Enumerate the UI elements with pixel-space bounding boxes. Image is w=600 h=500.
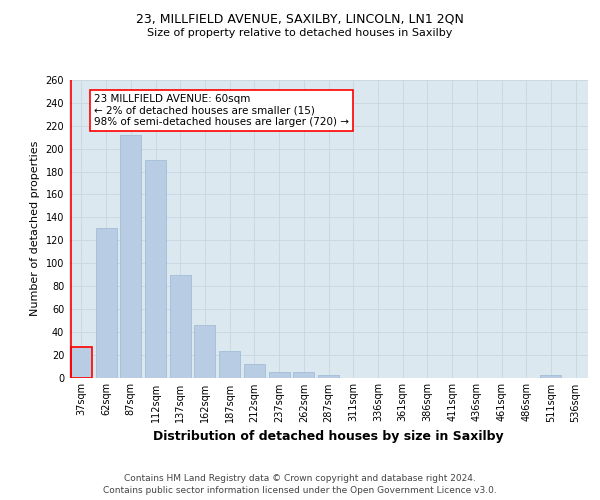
X-axis label: Distribution of detached houses by size in Saxilby: Distribution of detached houses by size … [153, 430, 504, 443]
Y-axis label: Number of detached properties: Number of detached properties [30, 141, 40, 316]
Text: Contains HM Land Registry data © Crown copyright and database right 2024.
Contai: Contains HM Land Registry data © Crown c… [103, 474, 497, 495]
Bar [293, 372, 314, 378]
Bar [95, 228, 116, 378]
Bar [269, 372, 290, 378]
Bar [194, 325, 215, 378]
Text: 23, MILLFIELD AVENUE, SAXILBY, LINCOLN, LN1 2QN: 23, MILLFIELD AVENUE, SAXILBY, LINCOLN, … [136, 12, 464, 26]
Bar [170, 274, 191, 378]
Text: Size of property relative to detached houses in Saxilby: Size of property relative to detached ho… [148, 28, 452, 38]
Text: 23 MILLFIELD AVENUE: 60sqm
← 2% of detached houses are smaller (15)
98% of semi-: 23 MILLFIELD AVENUE: 60sqm ← 2% of detac… [94, 94, 349, 127]
Bar [219, 351, 240, 378]
Bar [244, 364, 265, 378]
Bar [541, 375, 562, 378]
Bar [71, 346, 92, 378]
Bar [145, 160, 166, 378]
Bar [120, 135, 141, 378]
Bar [318, 375, 339, 378]
